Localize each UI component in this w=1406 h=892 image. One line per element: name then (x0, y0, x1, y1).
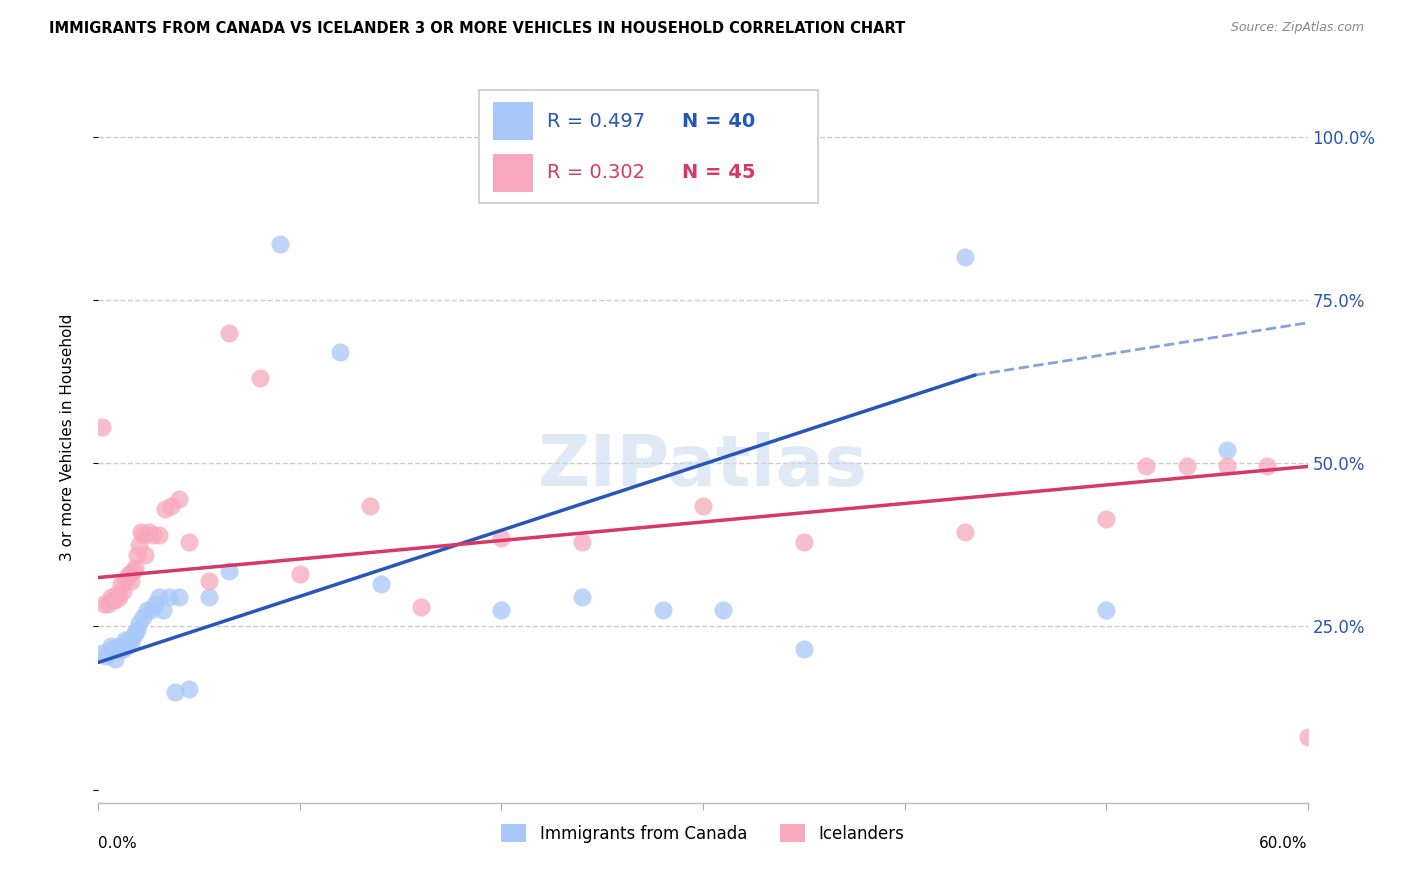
Point (100, 639, 122, 653)
Point (142, 528, 165, 542)
Point (491, 531, 513, 545)
Point (107, 590, 129, 604)
Point (651, 603, 673, 617)
Point (120, 636, 142, 650)
Point (179, 534, 201, 549)
Point (132, 528, 155, 542)
Point (103, 652, 125, 666)
Point (360, 499, 382, 513)
Text: 60.0%: 60.0% (1260, 836, 1308, 851)
Text: ZIPatlas: ZIPatlas (538, 432, 868, 500)
Point (91, 646, 114, 660)
Point (107, 639, 129, 653)
Point (491, 603, 513, 617)
Point (91, 420, 114, 434)
Point (218, 326, 240, 340)
Point (105, 642, 128, 657)
Point (120, 574, 142, 588)
Point (148, 590, 170, 604)
Point (93, 597, 115, 611)
Point (100, 590, 122, 604)
Text: 0.0%: 0.0% (98, 836, 138, 851)
Point (115, 639, 138, 653)
Point (160, 499, 183, 513)
Point (135, 603, 157, 617)
Point (198, 590, 221, 604)
Point (288, 567, 311, 582)
Point (101, 593, 124, 607)
Point (1216, 459, 1239, 474)
Point (711, 603, 734, 617)
Point (409, 599, 432, 614)
Point (157, 590, 180, 604)
Point (370, 577, 392, 591)
Point (1256, 459, 1278, 474)
Point (128, 538, 150, 552)
Point (97, 597, 120, 611)
Point (139, 603, 162, 617)
Point (111, 642, 134, 657)
Point (198, 574, 221, 588)
Point (118, 632, 141, 647)
Point (121, 629, 143, 643)
Point (1095, 512, 1118, 526)
Point (1296, 731, 1319, 745)
Point (329, 345, 352, 359)
Point (101, 642, 124, 657)
Point (121, 564, 143, 578)
Point (118, 567, 141, 582)
Y-axis label: 3 or more Vehicles in Household: 3 or more Vehicles in Household (60, 313, 75, 561)
Point (269, 237, 291, 252)
Legend: Immigrants from Canada, Icelanders: Immigrants from Canada, Icelanders (495, 818, 911, 849)
Point (152, 603, 174, 617)
Point (163, 685, 186, 699)
Point (167, 590, 190, 604)
Point (148, 528, 170, 542)
Point (128, 616, 150, 631)
Point (179, 681, 201, 696)
Point (125, 548, 148, 562)
Point (129, 524, 152, 539)
Point (153, 502, 176, 516)
Point (953, 524, 976, 539)
Point (571, 534, 593, 549)
Point (103, 593, 125, 607)
Point (132, 609, 155, 624)
Point (134, 548, 156, 562)
Point (115, 570, 138, 584)
Point (1175, 459, 1198, 474)
Text: IMMIGRANTS FROM CANADA VS ICELANDER 3 OR MORE VEHICLES IN HOUSEHOLD CORRELATION : IMMIGRANTS FROM CANADA VS ICELANDER 3 OR… (49, 21, 905, 36)
Point (124, 626, 146, 640)
Text: Source: ZipAtlas.com: Source: ZipAtlas.com (1230, 21, 1364, 34)
Point (953, 251, 976, 265)
Point (692, 499, 714, 513)
Point (1135, 459, 1157, 474)
Point (110, 577, 132, 591)
Point (167, 492, 190, 507)
Point (1095, 603, 1118, 617)
Point (571, 590, 593, 604)
Point (1216, 443, 1239, 458)
Point (105, 587, 128, 601)
Point (125, 623, 148, 637)
Point (110, 642, 132, 657)
Point (793, 534, 815, 549)
Point (124, 560, 146, 574)
Point (143, 597, 166, 611)
Point (249, 371, 271, 385)
Point (114, 632, 136, 647)
Point (96, 648, 118, 663)
Point (793, 642, 815, 657)
Point (114, 574, 136, 588)
Point (138, 524, 160, 539)
Point (111, 583, 134, 598)
Point (218, 564, 240, 578)
